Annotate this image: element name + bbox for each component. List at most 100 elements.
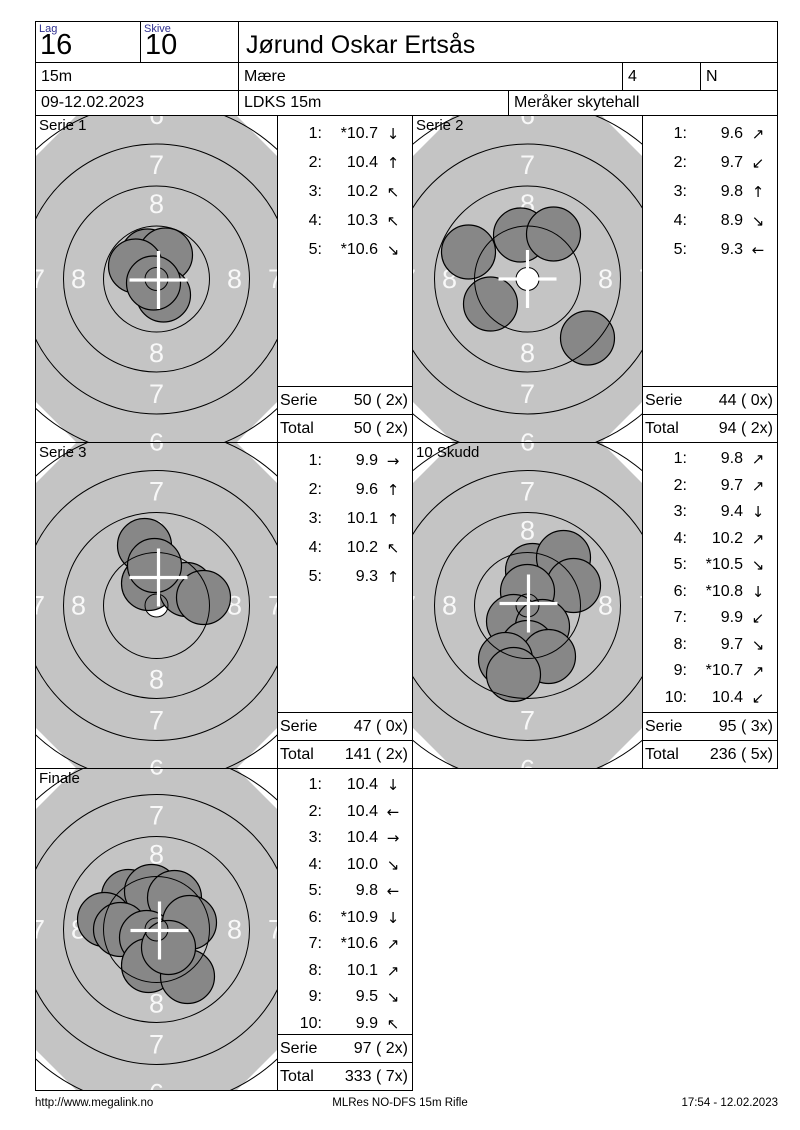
shot-number: 2: xyxy=(308,153,322,171)
shot-value: 9.6 xyxy=(355,480,378,498)
shot-row: 10: 10.4 ↙ xyxy=(643,685,777,712)
shot-hole xyxy=(125,255,182,311)
shot-direction-arrow-icon: ↓ xyxy=(751,503,765,522)
total-value: 94 ( 2x) xyxy=(718,419,773,437)
shot-direction-arrow-icon: ↖ xyxy=(386,1014,400,1033)
venue-cell: Meråker skytehall xyxy=(508,90,778,116)
shot-number: 4: xyxy=(308,211,322,229)
shot-direction-arrow-icon: → xyxy=(386,829,400,848)
panel-title: Serie 1 xyxy=(39,117,87,134)
shot-direction-arrow-icon: ↘ xyxy=(386,855,400,874)
crosshair-horizontal xyxy=(498,277,557,281)
total-value: 333 ( 7x) xyxy=(344,1067,408,1085)
crosshair-horizontal xyxy=(499,601,558,606)
serie-label: Serie xyxy=(645,391,683,409)
shot-row: 5: 9.3 ← xyxy=(643,235,777,264)
shot-list: 1: 9.9 → 2: 9.6 ↑ 3: 10.1 ↑ 4: 10.2 ↖ 5: 9.3 ↑ Serie 4… xyxy=(277,442,413,769)
shot-row: 1: 9.8 ↗ xyxy=(643,446,777,473)
shot-number: 2: xyxy=(673,476,687,494)
panel-title: Serie 3 xyxy=(39,444,87,461)
ring-number: 6 xyxy=(149,1079,164,1091)
ring-number: 8 xyxy=(598,591,613,621)
shot-number: 3: xyxy=(673,182,687,200)
ring-number: 6 xyxy=(149,769,164,781)
shot-value: 9.9 xyxy=(355,1014,378,1032)
target-card: Finale 6787887876 xyxy=(35,768,278,1091)
shot-row: 2: 10.4 ← xyxy=(278,799,412,826)
shot-direction-arrow-icon: ↘ xyxy=(751,556,765,575)
ring-circle xyxy=(63,836,250,1023)
shot-value: 9.7 xyxy=(720,476,743,494)
shot-hole xyxy=(485,646,542,703)
ring-number: 6 xyxy=(149,116,164,130)
ring-number: 8 xyxy=(520,516,535,546)
serie-value: 50 ( 2x) xyxy=(353,391,408,409)
shot-direction-arrow-icon: ↗ xyxy=(751,476,765,495)
ring-circle xyxy=(36,794,277,1065)
center-disc-outline xyxy=(144,593,169,618)
shot-number: 2: xyxy=(308,480,322,498)
club-cell: Mære xyxy=(238,62,623,91)
shot-number: 5: xyxy=(308,882,322,900)
ring-circle xyxy=(413,143,642,415)
shot-number: 4: xyxy=(673,211,687,229)
ring-circle xyxy=(103,225,210,333)
shot-row: 6: *10.8 ↓ xyxy=(643,579,777,606)
footer-time: 17:54 - 12.02.2023 xyxy=(681,1097,778,1109)
shot-number: 3: xyxy=(673,503,687,521)
class-value: 4 xyxy=(628,67,637,85)
ring-circle xyxy=(434,185,621,373)
shot-number: 2: xyxy=(308,802,322,820)
crosshair-horizontal xyxy=(130,928,189,933)
ring-circle xyxy=(103,552,210,659)
shot-number: 6: xyxy=(673,582,687,600)
shot-value: 10.2 xyxy=(346,538,378,556)
shot-row: 7: 9.9 ↙ xyxy=(643,605,777,632)
shot-row: 9: *10.7 ↗ xyxy=(643,658,777,685)
target-svg: 6787887876 xyxy=(413,443,642,768)
ring-number: 8 xyxy=(520,338,535,368)
ring-number: 7 xyxy=(639,264,642,294)
shot-value: 9.3 xyxy=(720,240,743,258)
serie-value: 95 ( 3x) xyxy=(718,717,773,735)
shot-row: 5: *10.6 ↘ xyxy=(278,235,412,264)
ring-number: 7 xyxy=(149,706,164,736)
shot-value: 9.3 xyxy=(355,567,378,585)
crosshair-horizontal xyxy=(129,278,188,282)
shot-row: 4: 10.2 ↗ xyxy=(643,526,777,553)
shot-rows: 1: 9.8 ↗ 2: 9.7 ↗ 3: 9.4 ↓ 4: 10.2 ↗ 5: *10.5 ↘ 6: *10.8… xyxy=(643,443,777,712)
shot-row: 2: 9.7 ↙ xyxy=(643,148,777,177)
serie-sum-row: Serie 97 ( 2x) xyxy=(278,1034,412,1062)
shot-value: *10.8 xyxy=(705,582,743,600)
target-card: Serie 1 6787887876 xyxy=(35,115,278,443)
ring-number: 7 xyxy=(520,706,535,736)
target-card: 10 Skudd 6787887876 xyxy=(412,442,643,769)
category-value: N xyxy=(706,67,718,85)
ring-number: 7 xyxy=(268,591,277,621)
shot-hole xyxy=(140,919,197,976)
shot-number: 2: xyxy=(673,153,687,171)
shot-row: 9: 9.5 ↘ xyxy=(278,984,412,1011)
shooter-name-cell: Jørund Oskar Ertsås xyxy=(238,21,778,63)
total-label: Total xyxy=(280,419,314,437)
serie-label: Serie xyxy=(280,391,318,409)
event-cell: LDKS 15m xyxy=(238,90,509,116)
total-label: Total xyxy=(645,419,679,437)
shot-rows: 1: *10.7 ↓ 2: 10.4 ↑ 3: 10.2 ↖ 4: 10.3 ↖ 5: *10.6 ↘ xyxy=(278,116,412,386)
ring-number: 8 xyxy=(442,591,457,621)
shot-hole xyxy=(525,206,582,262)
shot-number: 8: xyxy=(673,635,687,653)
shot-direction-arrow-icon: ↗ xyxy=(751,662,765,681)
shot-row: 2: 10.4 ↑ xyxy=(278,148,412,177)
shot-number: 10: xyxy=(664,688,687,706)
ring-number: 6 xyxy=(520,443,535,457)
venue-value: Meråker skytehall xyxy=(514,94,640,111)
shot-number: 5: xyxy=(673,556,687,574)
serie-label: Serie xyxy=(280,717,318,735)
ring-number: 7 xyxy=(520,379,535,409)
shot-direction-arrow-icon: ↖ xyxy=(386,211,400,230)
shot-number: 5: xyxy=(308,240,322,258)
serie-label: Serie xyxy=(645,717,683,735)
lag-label: Lag xyxy=(39,23,58,35)
